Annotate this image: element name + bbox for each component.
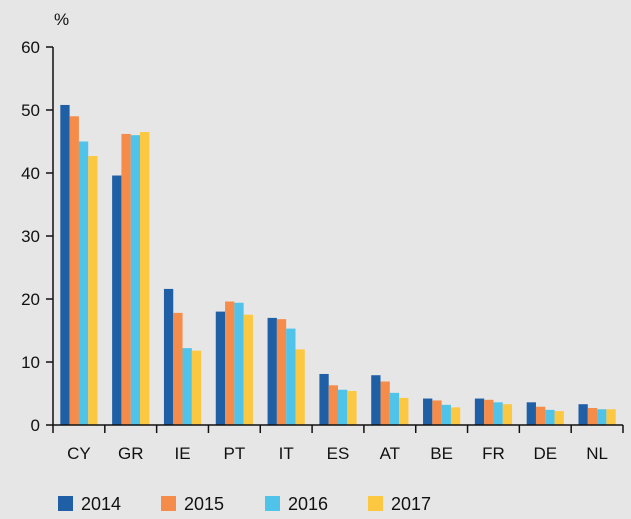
bar-de-2017 [554, 411, 564, 425]
y-axis: 0 10 20 30 40 50 60 [21, 38, 54, 435]
bar-nl-2014 [578, 404, 588, 425]
x-tick-label-cy: CY [67, 444, 91, 463]
legend-label-2016: 2016 [288, 494, 328, 514]
bar-cy-2017 [88, 155, 98, 426]
bar-fr-2014 [474, 398, 485, 425]
bar-at-2017 [399, 397, 409, 425]
bar-it-2015 [276, 319, 287, 425]
bar-de-2015 [535, 406, 546, 425]
bar-at-2014 [371, 375, 381, 425]
bar-de-2014 [526, 402, 536, 425]
bar-pt-2016 [234, 302, 244, 425]
bar-at-2015 [380, 381, 390, 425]
bar-de-2016 [545, 409, 555, 425]
y-axis-unit-label: % [54, 10, 69, 29]
x-tick-label-be: BE [430, 444, 453, 463]
bar-cy-2015 [69, 116, 79, 426]
bar-it-2016 [286, 328, 296, 425]
bar-ie-2016 [182, 348, 192, 425]
x-tick-label-at: AT [380, 444, 400, 463]
bar-it-2017 [295, 349, 305, 425]
bar-pt-2017 [243, 314, 253, 425]
x-tick-label-gr: GR [118, 444, 144, 463]
y-tick-label: 10 [21, 353, 40, 372]
bar-nl-2017 [606, 409, 616, 425]
x-tick-label-it: IT [279, 444, 294, 463]
bar-gr-2017 [140, 132, 150, 426]
x-tick-label-es: ES [327, 444, 350, 463]
bars [60, 104, 616, 426]
y-tick-label: 50 [21, 101, 40, 120]
legend-label-2014: 2014 [81, 494, 121, 514]
bar-es-2015 [328, 385, 338, 425]
bar-es-2017 [347, 390, 357, 425]
legend-swatch-2014 [58, 496, 73, 511]
bar-es-2014 [319, 373, 329, 425]
bar-ie-2015 [173, 312, 183, 425]
x-tick-label-pt: PT [223, 444, 245, 463]
y-tick-label: 20 [21, 290, 40, 309]
bar-at-2016 [389, 392, 400, 425]
bar-fr-2017 [502, 404, 513, 425]
y-tick-label: 40 [21, 164, 40, 183]
bar-ie-2017 [191, 350, 202, 425]
bar-cy-2014 [60, 104, 70, 426]
bar-nl-2015 [587, 407, 598, 425]
legend-swatch-2015 [161, 496, 176, 511]
x-tick-label-fr: FR [482, 444, 505, 463]
bar-gr-2016 [130, 135, 141, 425]
bar-fr-2016 [493, 402, 503, 425]
x-tick-label-nl: NL [586, 444, 608, 463]
bar-be-2017 [450, 407, 461, 425]
bar-cy-2016 [78, 141, 89, 425]
bar-fr-2015 [484, 399, 494, 425]
bar-pt-2015 [225, 301, 235, 425]
y-tick-label: 30 [21, 227, 40, 246]
x-tick-label-ie: IE [175, 444, 191, 463]
bar-nl-2016 [597, 409, 607, 425]
y-tick-label: 0 [31, 416, 40, 435]
legend-swatch-2016 [265, 496, 280, 511]
legend-swatch-2017 [368, 496, 383, 511]
legend-label-2017: 2017 [391, 494, 431, 514]
bar-gr-2014 [112, 175, 122, 425]
bar-it-2014 [267, 317, 277, 425]
bar-es-2016 [338, 389, 348, 425]
y-tick-label: 60 [21, 38, 40, 57]
bar-pt-2014 [215, 311, 226, 425]
bar-gr-2015 [121, 133, 131, 425]
bar-be-2014 [423, 398, 433, 425]
bar-be-2015 [432, 400, 442, 425]
bar-ie-2014 [163, 288, 174, 425]
x-tick-label-de: DE [533, 444, 557, 463]
legend: 2014 2015 2016 2017 [58, 494, 431, 514]
legend-label-2015: 2015 [184, 494, 224, 514]
bar-be-2016 [441, 404, 451, 425]
x-axis: CY GR IE PT IT ES AT BE FR DE NL [52, 424, 624, 463]
